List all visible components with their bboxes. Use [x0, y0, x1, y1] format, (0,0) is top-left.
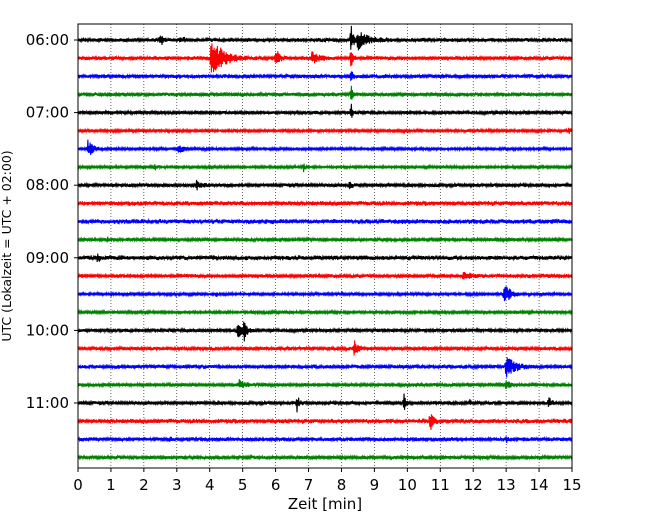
- y-tick-label: 08:00: [26, 176, 69, 194]
- trace-0630: [77, 71, 573, 81]
- x-axis-ticks: 0 1 2 3 4 5 6 7 8 9 10 11 12 13 14 15: [73, 468, 582, 494]
- x-tick-label: 0: [73, 476, 83, 494]
- trace-1115: [77, 414, 573, 430]
- x-tick-label: 1: [106, 476, 116, 494]
- y-axis-ticks: 06:00 07:00 08:00 09:00 10:00 11:00: [26, 31, 78, 412]
- trace-1130: [77, 435, 573, 443]
- trace-1100: [77, 393, 573, 413]
- trace-0700: [77, 103, 573, 118]
- trace-1030: [77, 357, 573, 378]
- x-tick-label: 5: [238, 476, 248, 494]
- x-tick-label: 7: [304, 476, 314, 494]
- trace-0845: [77, 235, 573, 244]
- trace-0730: [77, 139, 573, 155]
- x-tick-label: 8: [337, 476, 347, 494]
- trace-group: [77, 25, 573, 462]
- trace-1145: [77, 453, 573, 462]
- trace-0945: [77, 308, 573, 316]
- trace-0800: [77, 179, 573, 191]
- trace-0745: [77, 163, 573, 173]
- y-tick-label: 10:00: [26, 321, 69, 339]
- x-tick-label: 6: [271, 476, 281, 494]
- trace-0930: [77, 286, 573, 302]
- trace-1045: [77, 379, 573, 389]
- trace-0645: [77, 85, 573, 100]
- y-tick-label: 06:00: [26, 31, 69, 49]
- x-tick-label: 15: [562, 476, 581, 494]
- trace-1000: [77, 321, 573, 342]
- x-tick-label: 13: [497, 476, 516, 494]
- grid-lines: [110, 24, 540, 468]
- y-tick-label: 07:00: [26, 104, 69, 122]
- x-tick-label: 14: [530, 476, 549, 494]
- trace-1015: [77, 340, 573, 356]
- trace-0900: [77, 253, 573, 263]
- x-tick-label: 3: [172, 476, 182, 494]
- y-tick-label: 11:00: [26, 394, 69, 412]
- trace-0715: [77, 127, 573, 135]
- x-tick-label: 2: [139, 476, 149, 494]
- trace-0615: [77, 43, 573, 73]
- x-tick-label: 12: [464, 476, 483, 494]
- x-tick-label: 9: [370, 476, 380, 494]
- x-tick-label: 11: [431, 476, 450, 494]
- trace-0815: [77, 199, 573, 207]
- y-tick-label: 09:00: [26, 249, 69, 267]
- trace-0915: [77, 272, 573, 280]
- x-tick-label: 4: [205, 476, 215, 494]
- y-axis-label: UTC (Lokalzeit = UTC + 02:00): [0, 150, 14, 341]
- trace-0830: [77, 217, 573, 225]
- plot-frame: [77, 23, 573, 469]
- x-axis-label: Zeit [min]: [288, 495, 362, 513]
- x-tick-label: 10: [398, 476, 417, 494]
- trace-0600: [77, 25, 573, 51]
